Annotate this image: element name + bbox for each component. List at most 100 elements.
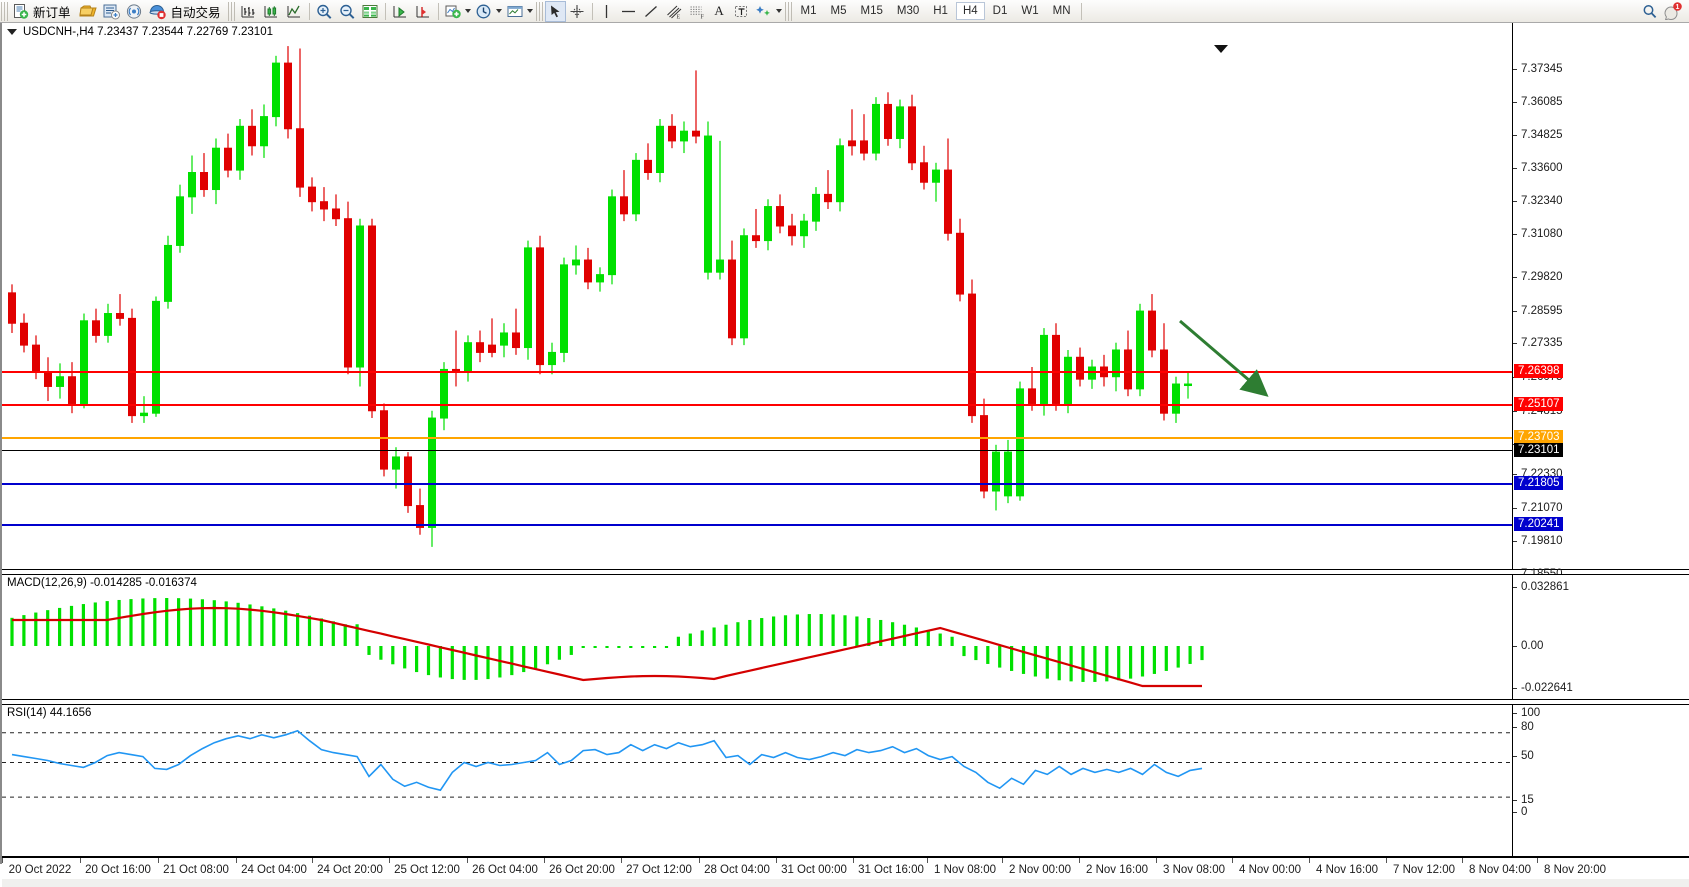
time-tick-label: 4 Nov 00:00	[1238, 864, 1302, 876]
crosshair-button[interactable]	[566, 1, 589, 22]
price-tickmark	[1513, 234, 1517, 235]
vertical-line-button[interactable]	[596, 1, 617, 22]
toolbar-grip-4[interactable]	[784, 1, 792, 21]
toolbar-grip-3[interactable]	[535, 1, 543, 21]
time-tick-mark	[467, 858, 468, 863]
timeframe-m30[interactable]: M30	[896, 5, 920, 17]
timeframe-m15[interactable]: M15	[860, 5, 883, 17]
line-chart-button[interactable]	[283, 1, 306, 22]
time-tick-label: 25 Oct 12:00	[394, 864, 460, 876]
price-axis[interactable]: 7.37345 7.36085 7.34825 7.33600 7.32340 7.310…	[1512, 23, 1689, 646]
time-tick-mark	[927, 858, 928, 863]
price-tick-label: 7.19810	[1521, 535, 1563, 547]
rsi-tickmark	[1513, 713, 1517, 714]
resistance-line-1[interactable]	[2, 371, 1512, 373]
timeframe-d1[interactable]: D1	[992, 5, 1008, 17]
timeframe-m5[interactable]: M5	[830, 5, 847, 17]
search-button[interactable]	[1639, 1, 1661, 22]
timeframe-h4[interactable]: H4	[955, 2, 985, 20]
chevron-down-icon[interactable]	[464, 9, 471, 13]
collapse-triangle-icon[interactable]	[7, 28, 17, 35]
price-tickmark	[1513, 541, 1517, 542]
price-tick-label: 7.21070	[1521, 502, 1563, 514]
chevron-down-icon-2[interactable]	[495, 9, 502, 13]
support-line-2[interactable]	[2, 524, 1512, 526]
rsi-tickmark	[1513, 812, 1517, 813]
price-tick-label: 7.28595	[1521, 305, 1563, 317]
time-tick-label: 2 Nov 00:00	[1008, 864, 1072, 876]
current-price-line[interactable]	[2, 450, 1512, 451]
macd-axis: 0.032861 0.00 -0.022641	[1512, 575, 1689, 699]
toolbar-separator-2	[384, 2, 386, 20]
chart-top-chevron-icon	[1214, 45, 1228, 53]
main-toolbar: 新订单 自动交易	[0, 0, 1689, 23]
auto-scroll-button[interactable]	[389, 1, 412, 22]
cursor-button[interactable]	[544, 0, 566, 22]
macd-plot[interactable]	[2, 575, 1512, 699]
price-tickmark	[1513, 311, 1517, 312]
support-line-1[interactable]	[2, 483, 1512, 485]
folder-button[interactable]	[77, 1, 100, 22]
autotrade-button[interactable]: 自动交易	[146, 1, 227, 22]
terminal-button[interactable]	[100, 1, 123, 22]
bar-chart-button[interactable]	[237, 1, 260, 22]
support-line-2-tag: 7.20241	[1514, 517, 1563, 531]
toolbar-separator-5	[1080, 2, 1082, 20]
candlestick-chart-button[interactable]	[260, 1, 283, 22]
toolbar-grip-2[interactable]	[227, 1, 235, 21]
macd-pane[interactable]: MACD(12,26,9) -0.014285 -0.016374 0.0328…	[2, 574, 1689, 700]
horizontal-scrollbar[interactable]	[2, 879, 1689, 887]
toolbar-separator-3	[437, 2, 439, 20]
new-order-button[interactable]: 新订单	[10, 1, 77, 22]
text-label-button[interactable]	[730, 1, 753, 22]
shapes-button[interactable]	[753, 1, 784, 22]
rsi-tick-label: 0	[1521, 806, 1528, 818]
toolbar-grip[interactable]	[1, 1, 8, 21]
time-tick-label: 26 Oct 20:00	[549, 864, 615, 876]
zoom-out-button[interactable]	[336, 1, 359, 22]
pivot-line[interactable]	[2, 437, 1512, 439]
timeframe-w1[interactable]: W1	[1021, 5, 1039, 17]
trendline-button[interactable]	[640, 1, 663, 22]
zoom-in-button[interactable]	[313, 1, 336, 22]
price-tick-label: 7.29820	[1521, 271, 1563, 283]
price-tickmark	[1513, 69, 1517, 70]
pivot-line-tag: 7.23703	[1514, 430, 1563, 444]
timeframe-m1[interactable]: M1	[800, 5, 817, 17]
chevron-down-icon-3[interactable]	[526, 9, 533, 13]
fibonacci-button[interactable]: F	[686, 1, 709, 22]
text-button[interactable]: A	[714, 3, 724, 18]
svg-text:E: E	[676, 14, 680, 20]
toolbar-separator-4	[591, 2, 593, 20]
horizontal-line-button[interactable]	[617, 1, 640, 22]
price-plot[interactable]	[2, 23, 1512, 569]
price-pane[interactable]: USDCNH-,H4 7.23437 7.23544 7.22769 7.231…	[2, 23, 1689, 646]
chart-area[interactable]: USDCNH-,H4 7.23437 7.23544 7.22769 7.231…	[0, 23, 1689, 887]
alert-button[interactable]: 1	[1661, 1, 1685, 22]
chart-shift-button[interactable]	[412, 1, 435, 22]
timeframe-h1[interactable]: H1	[933, 5, 948, 17]
rsi-plot[interactable]	[2, 705, 1512, 856]
resistance-line-2[interactable]	[2, 404, 1512, 406]
add-indicator-button[interactable]	[442, 1, 473, 22]
time-tick-label: 8 Nov 04:00	[1468, 864, 1532, 876]
period-clock-button[interactable]	[473, 1, 504, 22]
data-window-button[interactable]	[359, 1, 382, 22]
time-tick-label: 24 Oct 20:00	[317, 864, 383, 876]
templates-button[interactable]	[504, 1, 535, 22]
time-tick-mark	[853, 858, 854, 863]
svg-text:F: F	[700, 14, 704, 20]
candlestick-series	[8, 46, 1192, 547]
signals-button[interactable]	[123, 1, 146, 22]
resistance-line-1-tag: 7.26398	[1514, 364, 1563, 378]
chevron-down-icon-4[interactable]	[775, 9, 782, 13]
price-tickmark	[1513, 201, 1517, 202]
equidistant-channel-button[interactable]: E	[663, 1, 686, 22]
rsi-pane[interactable]: RSI(14) 44.1656 100 80 50 15 0	[2, 704, 1689, 857]
timeframe-mn[interactable]: MN	[1052, 5, 1071, 17]
resistance-line-2-tag: 7.25107	[1514, 397, 1563, 411]
support-line-1-tag: 7.21805	[1514, 476, 1563, 490]
rsi-tick-label: 15	[1521, 794, 1534, 806]
time-tick-mark	[1386, 858, 1387, 863]
macd-tick-label: 0.00	[1521, 640, 1544, 652]
